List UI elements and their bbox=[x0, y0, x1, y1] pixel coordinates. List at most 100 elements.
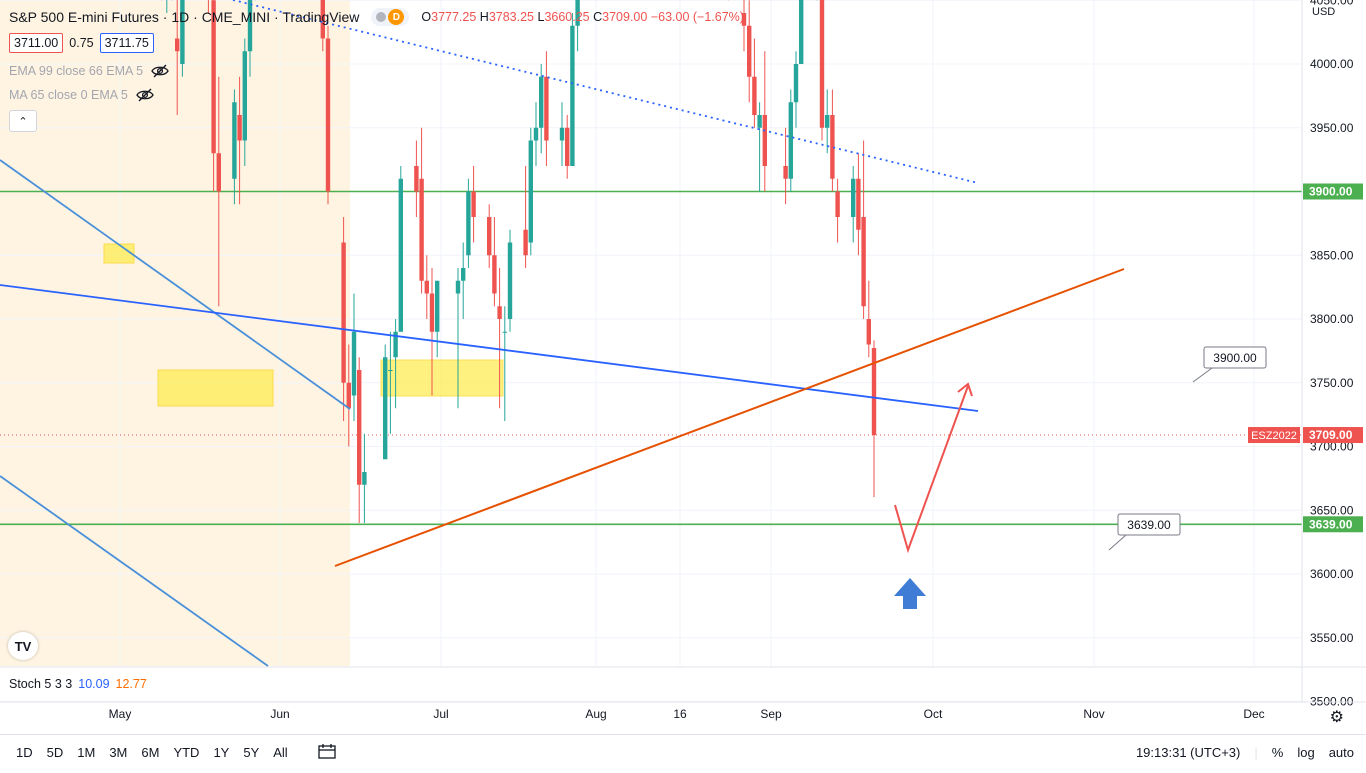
candle-body bbox=[788, 102, 793, 179]
sell-button[interactable]: 3711.00 bbox=[9, 33, 64, 53]
candle-body bbox=[388, 370, 393, 371]
bottom-right-controls: 19:13:31 (UTC+3) | % log auto bbox=[1135, 744, 1354, 760]
timeframe-3m[interactable]: 3M bbox=[109, 744, 128, 760]
time-tick-label: Nov bbox=[1083, 707, 1104, 721]
candle-body bbox=[835, 191, 840, 217]
price-tick-label: 3650.00 bbox=[1310, 503, 1354, 517]
timeframe-5d[interactable]: 5D bbox=[46, 744, 64, 760]
timeframe-5y[interactable]: 5Y bbox=[243, 744, 260, 760]
indicator-ma-label: MA 65 close 0 EMA 5 bbox=[9, 88, 128, 102]
price-tick-label: 3550.00 bbox=[1310, 631, 1354, 645]
candle-body bbox=[466, 191, 471, 256]
candle-body bbox=[346, 382, 351, 409]
candle-body bbox=[398, 178, 403, 332]
candle-body bbox=[320, 0, 325, 39]
settings-gear-icon[interactable]: ⚙ bbox=[1329, 709, 1344, 726]
log-scale-button[interactable]: log bbox=[1297, 744, 1315, 760]
indicator-ema-label: EMA 99 close 66 EMA 5 bbox=[9, 64, 144, 78]
candle-body bbox=[502, 331, 507, 333]
price-axis-bg[interactable] bbox=[1302, 0, 1366, 702]
candle-body bbox=[762, 115, 767, 166]
candle-body bbox=[419, 178, 424, 281]
candle-body bbox=[357, 370, 362, 485]
candle-body bbox=[351, 331, 357, 396]
stoch-label: Stoch 5 3 3 bbox=[9, 677, 73, 691]
candle-body bbox=[461, 268, 466, 281]
projection-path[interactable] bbox=[894, 385, 969, 554]
eye-off-icon[interactable] bbox=[136, 88, 154, 102]
candle-body bbox=[752, 76, 757, 115]
up-arrow-icon[interactable] bbox=[894, 578, 926, 609]
candle-body bbox=[544, 76, 549, 141]
candle-body bbox=[507, 242, 513, 319]
candle-body bbox=[861, 217, 866, 307]
candle-body bbox=[799, 0, 804, 64]
close-value: 3709.00 bbox=[602, 10, 648, 24]
indicator-ma[interactable]: MA 65 close 0 EMA 5 bbox=[9, 88, 154, 102]
candle-body bbox=[851, 178, 856, 217]
price-callout-label: 3900.00 bbox=[1213, 351, 1257, 365]
timeframe-1m[interactable]: 1M bbox=[77, 744, 96, 760]
highlight-box[interactable] bbox=[103, 243, 135, 264]
candle-body bbox=[830, 115, 835, 179]
date-range-icon[interactable] bbox=[318, 743, 336, 762]
highlight-box[interactable] bbox=[380, 359, 504, 397]
time-tick-label: Sep bbox=[760, 707, 782, 721]
stoch-legend[interactable]: Stoch 5 3 3 10.09 12.77 bbox=[9, 677, 147, 691]
price-callout-box[interactable] bbox=[1203, 346, 1267, 369]
timeframe-1y[interactable]: 1Y bbox=[213, 744, 230, 760]
price-tick-label: 3850.00 bbox=[1310, 248, 1354, 262]
price-callout-box[interactable] bbox=[1117, 513, 1181, 536]
eye-off-icon[interactable] bbox=[151, 64, 169, 78]
resistance-trendline[interactable] bbox=[0, 284, 979, 412]
candle-body bbox=[497, 306, 502, 319]
percent-scale-button[interactable]: % bbox=[1271, 744, 1284, 760]
symbol-title[interactable]: S&P 500 E-mini Futures · 1D · CME_MINI ·… bbox=[9, 9, 360, 25]
channel-lower-trendline[interactable] bbox=[0, 475, 269, 667]
candle-body bbox=[866, 319, 871, 345]
open-value: 3777.25 bbox=[431, 10, 477, 24]
change-value: −63.00 (−1.67%) bbox=[650, 10, 744, 24]
highlight-box[interactable] bbox=[157, 369, 274, 407]
candle-body bbox=[429, 293, 435, 332]
indicator-ema[interactable]: EMA 99 close 66 EMA 5 bbox=[9, 64, 169, 78]
buy-button[interactable]: 3711.75 bbox=[99, 33, 154, 53]
candle-body bbox=[528, 140, 533, 243]
channel-upper-trendline[interactable] bbox=[0, 159, 351, 410]
timeframe-1d[interactable]: 1D bbox=[16, 744, 33, 760]
market-status-pill[interactable]: D bbox=[371, 8, 410, 26]
support-trendline[interactable] bbox=[334, 268, 1125, 567]
price-axis-tag-label: 3900.00 bbox=[1309, 185, 1353, 199]
tradingview-logo-icon[interactable]: TV bbox=[8, 632, 38, 660]
price-tick-label: 4050.00 bbox=[1310, 0, 1354, 7]
timeframe-all[interactable]: All bbox=[273, 744, 288, 760]
price-axis-tag-label: 3639.00 bbox=[1309, 517, 1353, 531]
time-tick-label: Dec bbox=[1243, 707, 1264, 721]
candle-body bbox=[325, 38, 331, 192]
candle-body bbox=[741, 13, 747, 26]
collapse-legend-button[interactable]: ⌃ bbox=[9, 110, 37, 132]
candle-body bbox=[856, 178, 861, 230]
price-axis-tag-label: 3709.00 bbox=[1309, 428, 1353, 442]
low-value: 3660.25 bbox=[544, 10, 590, 24]
symbol-tag bbox=[1248, 427, 1300, 444]
currency-label[interactable]: USD bbox=[1312, 6, 1335, 18]
auto-scale-button[interactable]: auto bbox=[1328, 744, 1354, 760]
dotted-trendline[interactable] bbox=[232, 0, 979, 184]
symbol-tag-label: ESZ2022 bbox=[1251, 430, 1297, 442]
time-tick-label: May bbox=[109, 707, 132, 721]
timeframe-6m[interactable]: 6M bbox=[141, 744, 160, 760]
price-tick-label: 3950.00 bbox=[1310, 121, 1354, 135]
clock[interactable]: 19:13:31 (UTC+3) bbox=[1135, 744, 1241, 760]
price-axis-tag bbox=[1303, 516, 1363, 533]
candle-body bbox=[180, 0, 185, 64]
candle-body bbox=[414, 166, 419, 192]
shaded-zone[interactable] bbox=[0, 0, 350, 666]
delayed-badge: D bbox=[388, 9, 405, 25]
timeframe-ytd[interactable]: YTD bbox=[173, 744, 200, 760]
candle-body bbox=[175, 38, 180, 52]
price-tick-label: 3600.00 bbox=[1310, 567, 1354, 581]
price-tick-label: 3800.00 bbox=[1310, 312, 1354, 326]
